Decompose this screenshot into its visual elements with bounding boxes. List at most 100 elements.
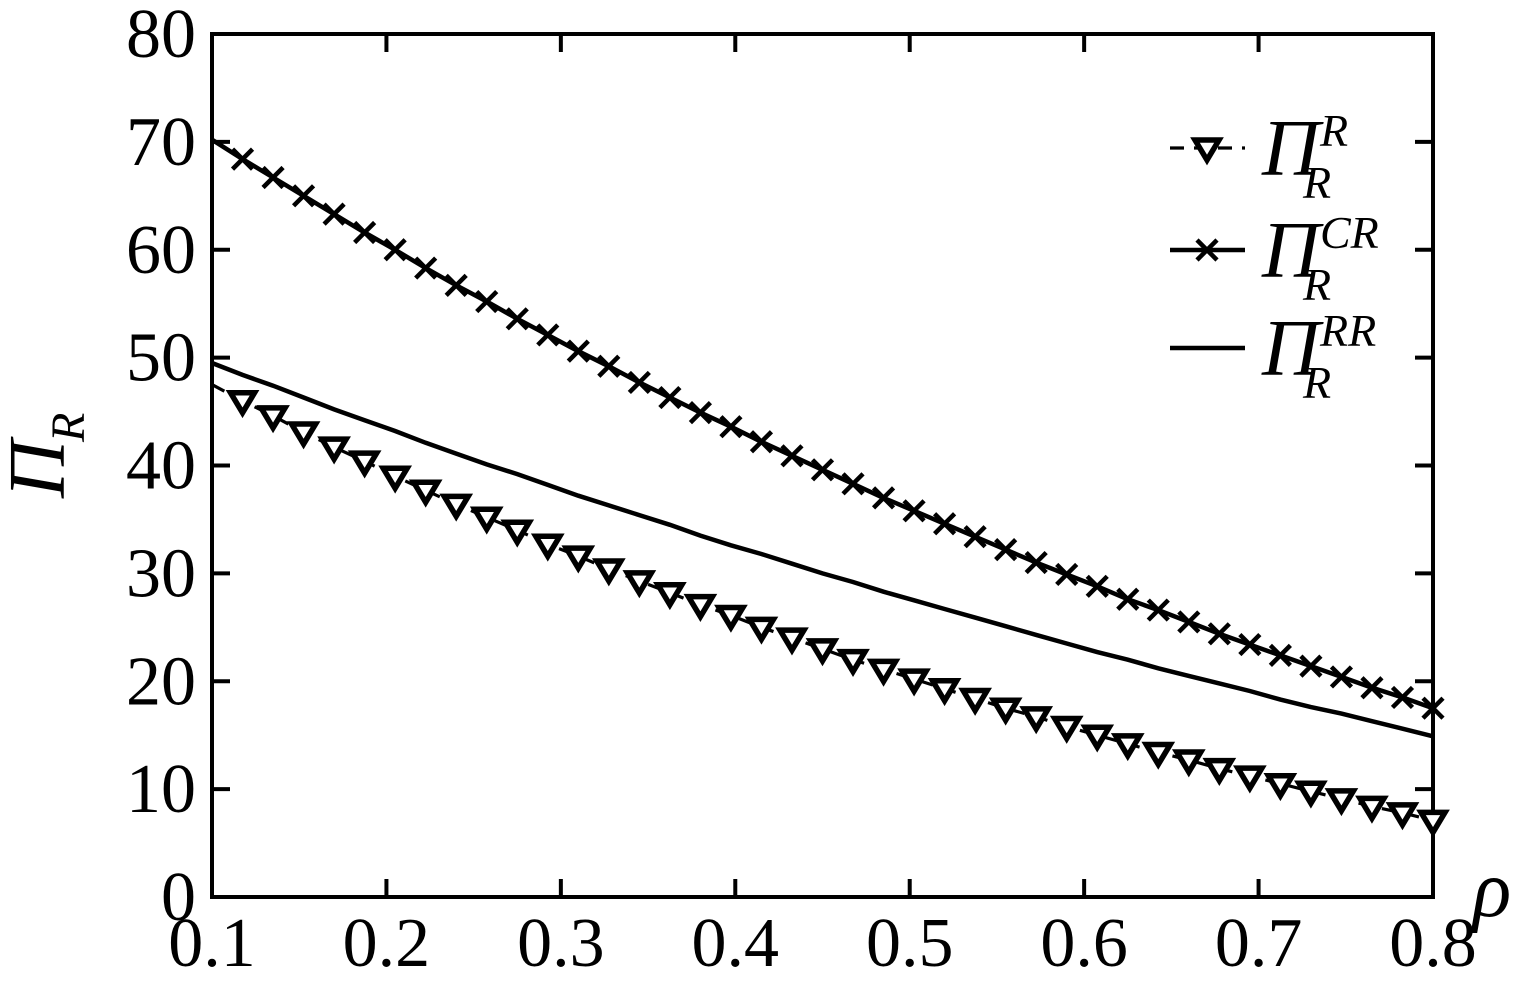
triangle-down-marker — [317, 436, 351, 465]
series-pi_r_rr — [211, 360, 1434, 739]
series-pi_r_r-line — [211, 383, 1434, 822]
legend-label-subscript: R — [1302, 259, 1331, 310]
y-tick-label: 70 — [126, 104, 196, 181]
legend-label-subscript: R — [1302, 357, 1331, 408]
x-axis-ticks — [210, 34, 1435, 897]
y-tick-label: 80 — [126, 0, 196, 73]
x-marker — [1207, 622, 1231, 646]
x-marker — [597, 354, 621, 378]
y-tick-label: 20 — [126, 643, 196, 720]
y-axis-label: ΠR — [0, 413, 95, 499]
triangle-down-marker — [1171, 749, 1206, 778]
triangle-down-marker — [286, 421, 321, 450]
x-marker — [933, 512, 957, 536]
x-tick-label: 0.6 — [1040, 905, 1128, 982]
triangle-down-marker — [1416, 809, 1450, 838]
series-pi_r_r-markers — [225, 390, 1450, 838]
triangle-down-marker — [1190, 137, 1224, 166]
triangle-down-marker — [683, 593, 718, 623]
triangle-down-marker — [378, 465, 413, 494]
triangle-down-marker — [1019, 706, 1054, 735]
legend-entry-pi_r_rr: Π RRR — [1170, 305, 1376, 408]
x-marker — [536, 323, 560, 347]
y-tick-label: 40 — [126, 428, 196, 505]
series-pi_r_cr — [210, 137, 1445, 720]
series-pi_r_cr-markers — [230, 147, 1445, 720]
triangle-down-marker — [653, 582, 687, 611]
x-marker — [810, 458, 835, 482]
series-pi_r_cr-line — [210, 137, 1434, 711]
x-marker — [1238, 632, 1262, 657]
x-marker — [871, 486, 896, 510]
triangle-down-marker — [1294, 780, 1328, 809]
x-marker — [505, 307, 529, 331]
legend-label-main: Π — [1261, 105, 1324, 193]
y-tick-label: 10 — [126, 751, 196, 828]
series-pi_r_r — [211, 383, 1450, 838]
x-tick-label: 0.1 — [168, 905, 256, 982]
x-marker — [322, 202, 346, 226]
x-tick-label: 0.2 — [343, 905, 431, 982]
triangle-down-marker — [1110, 733, 1145, 762]
x-tick-label: 0.3 — [517, 905, 605, 982]
x-marker — [475, 289, 499, 314]
x-marker — [719, 415, 743, 439]
x-marker — [444, 273, 468, 297]
x-marker — [994, 538, 1018, 562]
triangle-down-marker — [1202, 757, 1237, 786]
x-marker — [1329, 665, 1354, 689]
legend-label-superscript: RR — [1319, 305, 1376, 356]
triangle-down-marker — [225, 390, 260, 419]
x-marker — [1421, 696, 1445, 720]
triangle-down-marker — [469, 506, 504, 535]
x-marker — [1055, 562, 1079, 587]
y-axis-label-main: Π — [0, 436, 82, 499]
x-marker — [261, 165, 285, 190]
triangle-down-marker — [927, 678, 962, 707]
y-tick-label: 50 — [126, 320, 196, 397]
triangle-down-marker — [591, 558, 626, 587]
x-marker — [230, 147, 255, 171]
triangle-down-marker — [988, 697, 1023, 726]
x-marker — [1146, 598, 1170, 622]
triangle-down-marker — [1385, 802, 1420, 831]
x-tick-labels: 0.1 0.2 0.3 0.4 0.5 0.6 0.7 0.8 — [168, 905, 1477, 982]
x-marker — [383, 238, 407, 262]
legend-entry-pi_r_cr: Π CRR — [1170, 207, 1379, 310]
x-marker — [1177, 610, 1201, 634]
y-axis-ticks — [212, 32, 1433, 899]
triangle-down-marker — [500, 519, 535, 548]
x-marker — [963, 525, 987, 549]
triangle-down-marker — [530, 533, 565, 562]
x-marker — [688, 401, 712, 425]
triangle-down-marker — [897, 668, 931, 697]
legend-label-superscript: CR — [1320, 207, 1379, 258]
triangle-down-marker — [958, 687, 992, 716]
x-marker — [1390, 685, 1415, 710]
x-marker — [1268, 643, 1292, 667]
triangle-down-marker — [1355, 795, 1389, 824]
triangle-down-marker — [805, 638, 840, 667]
triangle-down-marker — [561, 545, 596, 574]
x-marker — [1360, 676, 1384, 700]
triangle-down-marker — [439, 493, 474, 522]
triangle-down-marker — [622, 570, 657, 599]
x-marker — [1116, 587, 1140, 611]
x-marker — [414, 256, 438, 280]
triangle-down-marker — [866, 658, 901, 687]
y-axis-label-subscript: R — [42, 413, 95, 443]
x-marker — [1195, 238, 1219, 262]
x-tick-label: 0.7 — [1215, 905, 1303, 982]
triangle-down-marker — [1080, 724, 1115, 753]
x-marker — [780, 444, 804, 468]
legend-entry-pi_r_r: Π RR — [1170, 105, 1348, 208]
y-tick-labels: 0 10 20 30 40 50 60 70 80 — [126, 0, 196, 936]
triangle-down-marker — [1324, 788, 1359, 817]
x-marker — [1085, 574, 1109, 598]
x-marker — [1299, 654, 1323, 678]
triangle-down-marker — [1049, 715, 1084, 744]
x-marker — [749, 430, 774, 454]
triangle-down-marker — [1232, 765, 1267, 794]
